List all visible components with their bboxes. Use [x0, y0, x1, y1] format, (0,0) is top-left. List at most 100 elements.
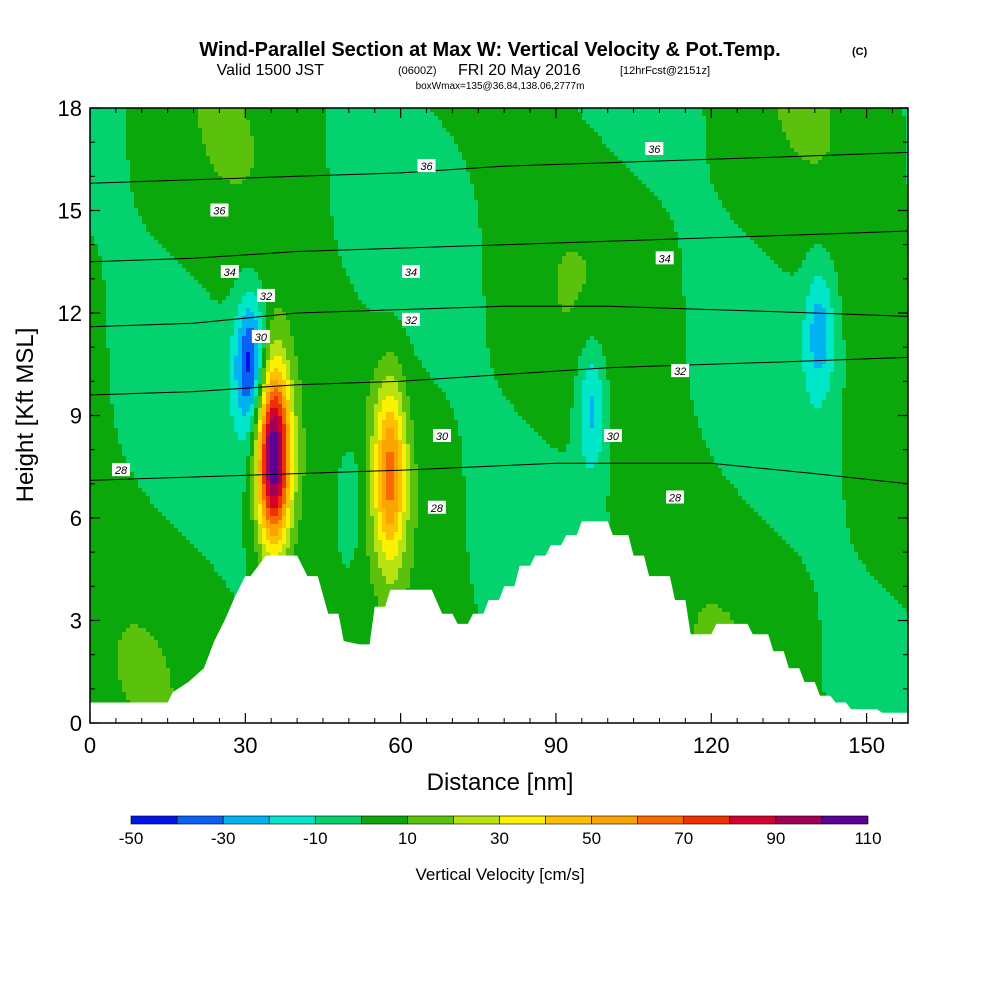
- velocity-cell: [190, 512, 195, 517]
- velocity-cell: [202, 156, 207, 161]
- velocity-cell: [162, 160, 167, 165]
- velocity-cell: [182, 364, 187, 369]
- velocity-cell: [110, 216, 115, 221]
- velocity-cell: [170, 488, 175, 493]
- velocity-cell: [154, 240, 159, 245]
- velocity-cell: [146, 216, 151, 221]
- velocity-cell: [210, 484, 215, 489]
- velocity-cell: [178, 664, 183, 669]
- velocity-cell: [142, 364, 147, 369]
- velocity-cell: [202, 128, 207, 133]
- velocity-cell: [154, 420, 159, 425]
- velocity-cell: [126, 340, 131, 345]
- velocity-cell: [94, 372, 99, 377]
- velocity-cell: [158, 252, 163, 257]
- velocity-cell: [94, 488, 99, 493]
- velocity-cell: [182, 644, 187, 649]
- velocity-cell: [98, 608, 103, 613]
- velocity-cell: [130, 384, 135, 389]
- velocity-cell: [166, 244, 171, 249]
- velocity-cell: [166, 316, 171, 321]
- velocity-cell: [142, 216, 147, 221]
- velocity-cell: [178, 132, 183, 137]
- velocity-cell: [154, 436, 159, 441]
- velocity-cell: [118, 280, 123, 285]
- velocity-cell: [118, 496, 123, 501]
- velocity-cell: [154, 508, 159, 513]
- velocity-cell: [150, 176, 155, 181]
- velocity-cell: [110, 224, 115, 229]
- velocity-cell: [190, 144, 195, 149]
- velocity-cell: [174, 448, 179, 453]
- velocity-cell: [98, 508, 103, 513]
- velocity-cell: [138, 300, 143, 305]
- velocity-cell: [154, 192, 159, 197]
- velocity-cell: [206, 612, 211, 617]
- velocity-cell: [186, 180, 191, 185]
- velocity-cell: [186, 164, 191, 169]
- velocity-cell: [210, 252, 215, 257]
- velocity-cell: [190, 504, 195, 509]
- velocity-cell: [154, 560, 159, 565]
- velocity-cell: [202, 348, 207, 353]
- velocity-cell: [126, 236, 131, 241]
- velocity-cell: [106, 676, 111, 681]
- velocity-cell: [206, 144, 211, 149]
- velocity-cell: [118, 228, 123, 233]
- velocity-cell: [134, 540, 139, 545]
- velocity-cell: [214, 432, 219, 437]
- velocity-cell: [182, 208, 187, 213]
- velocity-cell: [202, 560, 207, 565]
- velocity-cell: [142, 152, 147, 157]
- velocity-cell: [206, 480, 211, 485]
- velocity-cell: [218, 128, 223, 133]
- velocity-cell: [198, 212, 203, 217]
- velocity-cell: [162, 284, 167, 289]
- velocity-cell: [150, 492, 155, 497]
- velocity-cell: [190, 124, 195, 129]
- velocity-cell: [182, 544, 187, 549]
- velocity-cell: [130, 176, 135, 181]
- velocity-cell: [146, 308, 151, 313]
- velocity-cell: [118, 676, 123, 681]
- velocity-cell: [154, 268, 159, 273]
- velocity-cell: [170, 540, 175, 545]
- velocity-cell: [150, 368, 155, 373]
- velocity-cell: [94, 220, 99, 225]
- velocity-cell: [174, 632, 179, 637]
- velocity-cell: [94, 552, 99, 557]
- velocity-cell: [130, 532, 135, 537]
- velocity-cell: [206, 568, 211, 573]
- velocity-cell: [110, 560, 115, 565]
- velocity-cell: [118, 140, 123, 145]
- velocity-cell: [150, 628, 155, 633]
- velocity-cell: [134, 220, 139, 225]
- velocity-cell: [130, 468, 135, 473]
- velocity-cell: [202, 620, 207, 625]
- velocity-cell: [166, 460, 171, 465]
- velocity-cell: [126, 508, 131, 513]
- velocity-cell: [190, 668, 195, 673]
- velocity-cell: [166, 608, 171, 613]
- velocity-cell: [94, 448, 99, 453]
- velocity-cell: [102, 604, 107, 609]
- velocity-cell: [218, 180, 223, 185]
- velocity-cell: [206, 600, 211, 605]
- velocity-cell: [138, 524, 143, 529]
- velocity-cell: [186, 284, 191, 289]
- velocity-cell: [114, 200, 119, 205]
- velocity-cell: [94, 112, 99, 117]
- velocity-cell: [182, 172, 187, 177]
- velocity-cell: [138, 136, 143, 141]
- velocity-cell: [186, 356, 191, 361]
- velocity-cell: [154, 536, 159, 541]
- velocity-cell: [206, 644, 211, 649]
- velocity-cell: [114, 328, 119, 333]
- velocity-cell: [178, 188, 183, 193]
- velocity-cell: [94, 520, 99, 525]
- velocity-cell: [150, 420, 155, 425]
- velocity-cell: [166, 520, 171, 525]
- velocity-cell: [182, 248, 187, 253]
- velocity-cell: [202, 544, 207, 549]
- velocity-cell: [146, 172, 151, 177]
